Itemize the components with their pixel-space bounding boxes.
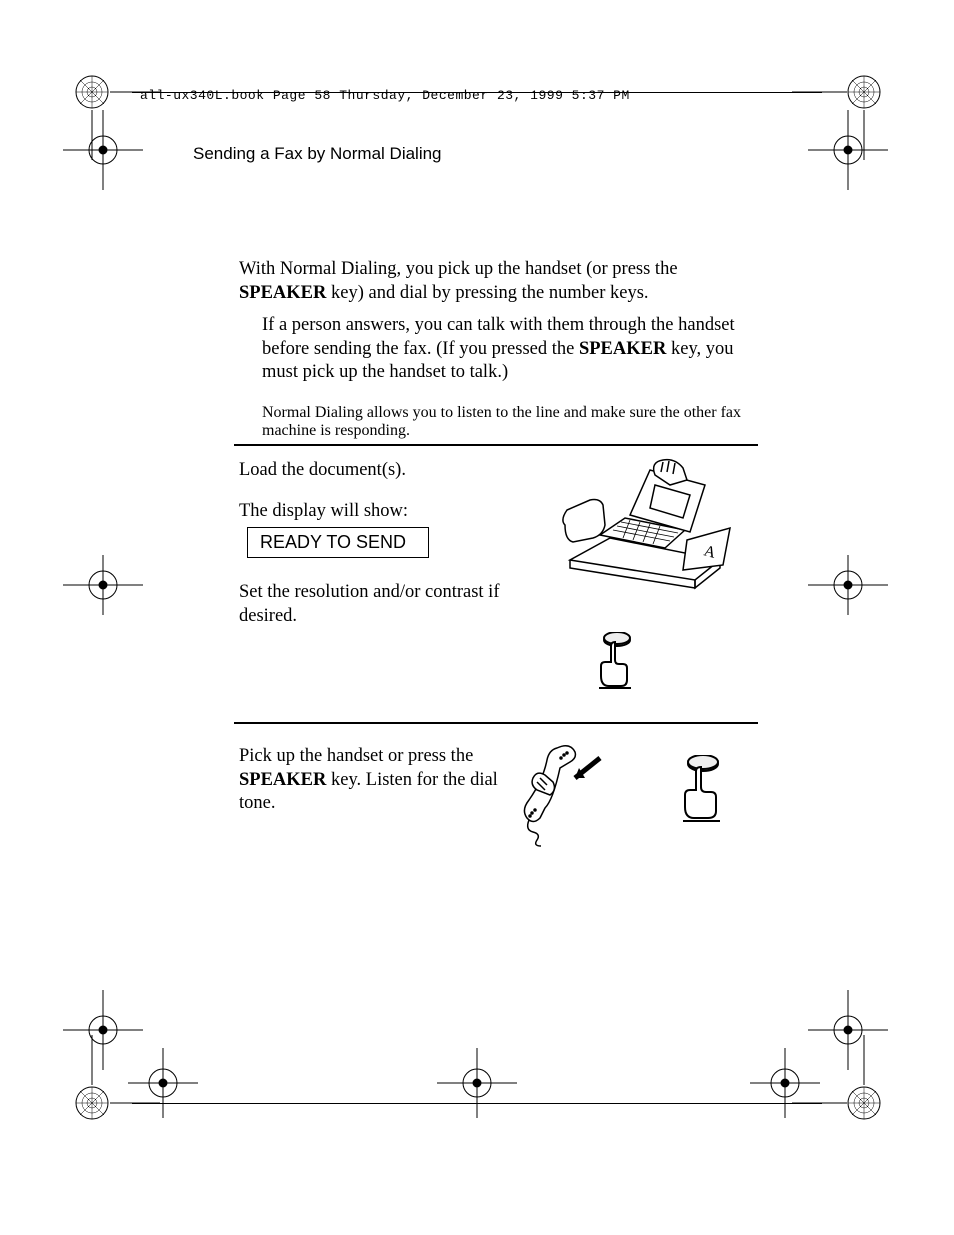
crop-mark-icon: [808, 990, 888, 1070]
page: all-ux340L.book Page 58 Thursday, Decemb…: [0, 0, 954, 1235]
crop-mark-icon: [128, 1048, 198, 1118]
lcd-display-text: READY TO SEND: [260, 532, 406, 552]
fax-machine-illustration: A: [555, 450, 735, 605]
note-bullet-1: If a person answers, you can talk with t…: [262, 314, 742, 399]
crop-mark-icon: [792, 70, 892, 160]
handset-illustration: [515, 740, 625, 855]
crop-mark-icon: [750, 1048, 820, 1118]
step2-pre: Pick up the handset or press the: [239, 746, 473, 766]
speaker-key-label-2: SPEAKER: [579, 339, 666, 359]
press-button-illustration-1: [595, 632, 645, 697]
crop-mark-icon: [808, 555, 888, 615]
book-meta-line: all-ux340L.book Page 58 Thursday, Decemb…: [140, 88, 630, 103]
divider-rule-1: [234, 444, 758, 446]
lcd-display-box: READY TO SEND: [247, 527, 429, 558]
crop-mark-icon: [437, 1048, 517, 1118]
intro-paragraph: With Normal Dialing, you pick up the han…: [239, 258, 739, 319]
divider-rule-2: [234, 722, 758, 724]
speaker-key-label: SPEAKER: [239, 283, 326, 303]
section-title: Sending a Fax by Normal Dialing: [193, 144, 442, 164]
crop-mark-icon: [792, 1035, 892, 1125]
intro-text-pre: With Normal Dialing, you pick up the han…: [239, 259, 678, 279]
crop-mark-icon: [808, 110, 888, 190]
crop-mark-icon: [70, 1035, 160, 1125]
step1-set-resolution: Set the resolution and/or contrast if de…: [239, 581, 539, 642]
bullet2-text: Normal Dialing allows you to listen to t…: [262, 404, 742, 440]
frame-line: [132, 1103, 822, 1104]
crop-mark-icon: [63, 110, 143, 190]
set-resolution-text: Set the resolution and/or contrast if de…: [239, 581, 539, 628]
crop-mark-icon: [63, 555, 143, 615]
intro-text-post: key) and dial by pressing the number key…: [326, 283, 648, 303]
crop-mark-icon: [70, 70, 160, 160]
step2-pickup-handset: Pick up the handset or press the SPEAKER…: [239, 745, 519, 830]
press-button-illustration-2: [678, 755, 733, 830]
speaker-key-label-3: SPEAKER: [239, 770, 326, 790]
crop-mark-icon: [63, 990, 143, 1070]
